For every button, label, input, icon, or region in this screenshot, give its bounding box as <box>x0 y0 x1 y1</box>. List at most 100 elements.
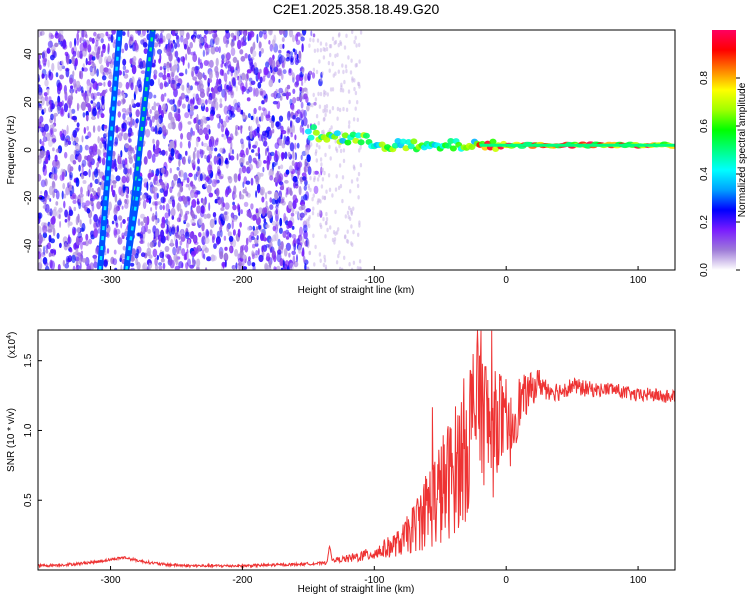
spectrogram-noise-blob <box>91 37 95 44</box>
colorbar-tick-label: 0.6 <box>699 119 710 133</box>
spectrogram-noise-blob <box>50 238 55 244</box>
spectrogram-noise-blob <box>149 181 153 188</box>
spectrogram-noise-blob <box>135 109 140 118</box>
spectrogram-noise-blob <box>278 173 284 182</box>
spectrogram-noise-blob <box>218 158 222 166</box>
spectrogram-noise-blob <box>107 55 112 62</box>
spectrogram-noise-blob <box>215 101 219 111</box>
spectrogram-noise-blob <box>157 240 161 248</box>
spectrogram-noise-blob <box>300 203 306 211</box>
spectrogram-noise-blob <box>321 71 324 76</box>
spectrogram-noise-blob <box>172 183 175 187</box>
spectrogram-noise-blob <box>252 50 257 58</box>
spectrogram-noise-blob <box>125 187 129 193</box>
spectrogram-noise-blob <box>191 162 195 169</box>
spectrogram-noise-blob <box>336 52 339 58</box>
spectrogram-noise-blob <box>284 179 289 184</box>
spectrogram-noise-blob <box>189 133 192 142</box>
spectrogram-noise-blob <box>328 144 331 150</box>
spectrogram-noise-blob <box>248 125 251 132</box>
spectrogram-noise-blob <box>343 45 347 50</box>
spectrogram-noise-blob <box>352 164 356 169</box>
spectrogram-noise-blob <box>117 163 123 170</box>
spectrogram-noise-blob <box>264 192 268 200</box>
spectrogram-noise-blob <box>64 263 70 269</box>
spectrogram-noise-blob <box>208 138 212 148</box>
spectrogram-noise-blob <box>235 62 240 70</box>
spectrogram-noise-blob <box>315 69 319 75</box>
spectrogram-noise-blob <box>303 194 308 201</box>
spectrogram-noise-blob <box>85 233 89 241</box>
spectrogram-noise-blob <box>131 131 134 136</box>
spectrogram-noise-blob <box>304 73 308 82</box>
spectrogram-noise-blob <box>313 177 316 183</box>
spectrogram-noise-blob <box>153 59 156 64</box>
colorbar-tick-label: 0.0 <box>699 263 710 277</box>
spectrogram-noise-blob <box>207 78 213 84</box>
spectrogram-noise-blob <box>75 216 79 226</box>
spectrogram-noise-blob <box>225 58 230 64</box>
spectrogram-noise-blob <box>178 96 182 106</box>
spectrogram-noise-blob <box>289 142 295 152</box>
spectrogram-noise-blob <box>245 180 251 185</box>
spectrogram-noise-blob <box>291 160 295 167</box>
spectrogram-noise-blob <box>334 139 337 144</box>
spectrogram-noise-blob <box>255 152 259 157</box>
spectrogram-noise-blob <box>180 133 184 140</box>
spectrogram-noise-blob <box>199 42 203 49</box>
spectrogram-noise-blob <box>82 171 88 176</box>
spectrogram-noise-blob <box>187 121 192 125</box>
spectrogram-noise-blob <box>89 145 95 150</box>
spectrogram-noise-blob <box>220 54 225 60</box>
spectrogram-noise-blob <box>162 35 166 43</box>
spectrogram-noise-blob <box>209 229 213 236</box>
spectrogram-noise-blob <box>65 68 70 78</box>
spectrogram-noise-blob <box>261 107 266 112</box>
spectrogram-noise-blob <box>70 85 74 89</box>
spectrogram-noise-blob <box>313 185 319 195</box>
spectrogram-noise-blob <box>349 189 352 194</box>
spectrogram-noise-blob <box>345 107 349 113</box>
spectrogram-noise-blob <box>208 192 214 198</box>
spectrogram-noise-blob <box>216 78 219 87</box>
spectrogram-noise-blob <box>196 113 199 123</box>
spectrogram-noise-blob <box>348 120 351 125</box>
spectrogram-noise-blob <box>38 84 41 88</box>
spectrogram-noise-blob <box>202 198 207 206</box>
spectrogram-noise-blob <box>327 173 331 178</box>
spectrogram-noise-blob <box>82 180 87 184</box>
spectrogram-noise-blob <box>248 210 251 217</box>
spectrogram-noise-blob <box>112 183 117 189</box>
spectrogram-noise-blob <box>159 188 164 194</box>
spectrogram-tonal-blob <box>410 138 418 145</box>
spectrogram-noise-blob <box>228 176 233 184</box>
spectrogram-noise-blob <box>240 37 245 47</box>
spectrogram-noise-blob <box>199 62 204 69</box>
spectrogram-noise-blob <box>326 227 329 233</box>
spectrogram-noise-blob <box>252 243 256 249</box>
spectrogram-noise-blob <box>180 35 184 43</box>
spectrogram-noise-blob <box>152 212 155 222</box>
spectrogram-noise-blob <box>164 92 167 97</box>
spectrogram-noise-blob <box>345 238 349 244</box>
spectrogram-noise-blob <box>140 39 145 45</box>
spectrogram-noise-blob <box>205 99 208 105</box>
spectrogram-noise-blob <box>292 255 296 265</box>
spectrogram-noise-blob <box>67 243 71 249</box>
spectrogram-noise-blob <box>337 227 340 232</box>
spectrogram-noise-blob <box>134 84 138 94</box>
spectrogram-noise-blob <box>228 188 232 194</box>
spectrogram-noise-blob <box>81 258 87 263</box>
colorbar-label: Normalized spectral amplitude <box>737 82 748 217</box>
spectrogram-noise-blob <box>201 235 206 246</box>
spectrogram-noise-blob <box>38 174 42 182</box>
spectrogram-noise-blob <box>58 65 63 72</box>
spectrogram-noise-blob <box>81 202 86 209</box>
spectrogram-noise-blob <box>217 86 223 92</box>
spectrogram-noise-blob <box>265 200 268 207</box>
spectrogram-noise-blob <box>228 152 231 158</box>
spectrogram-noise-blob <box>341 267 344 270</box>
spectrogram-noise-blob <box>67 213 71 222</box>
spectrogram-noise-blob <box>181 248 186 257</box>
spectrogram-noise-blob <box>159 150 162 155</box>
